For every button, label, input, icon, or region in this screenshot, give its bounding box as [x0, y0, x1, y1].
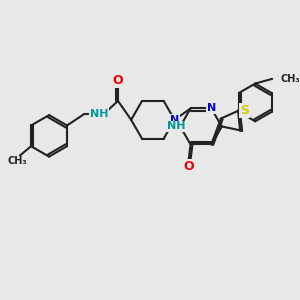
Text: CH₃: CH₃: [7, 156, 27, 166]
Text: NH: NH: [90, 109, 108, 119]
Text: NH: NH: [167, 122, 186, 131]
Text: CH₃: CH₃: [281, 74, 300, 84]
Text: N: N: [170, 115, 179, 125]
Text: O: O: [183, 160, 194, 172]
Text: N: N: [207, 103, 216, 113]
Text: O: O: [113, 74, 123, 87]
Text: S: S: [240, 103, 249, 117]
